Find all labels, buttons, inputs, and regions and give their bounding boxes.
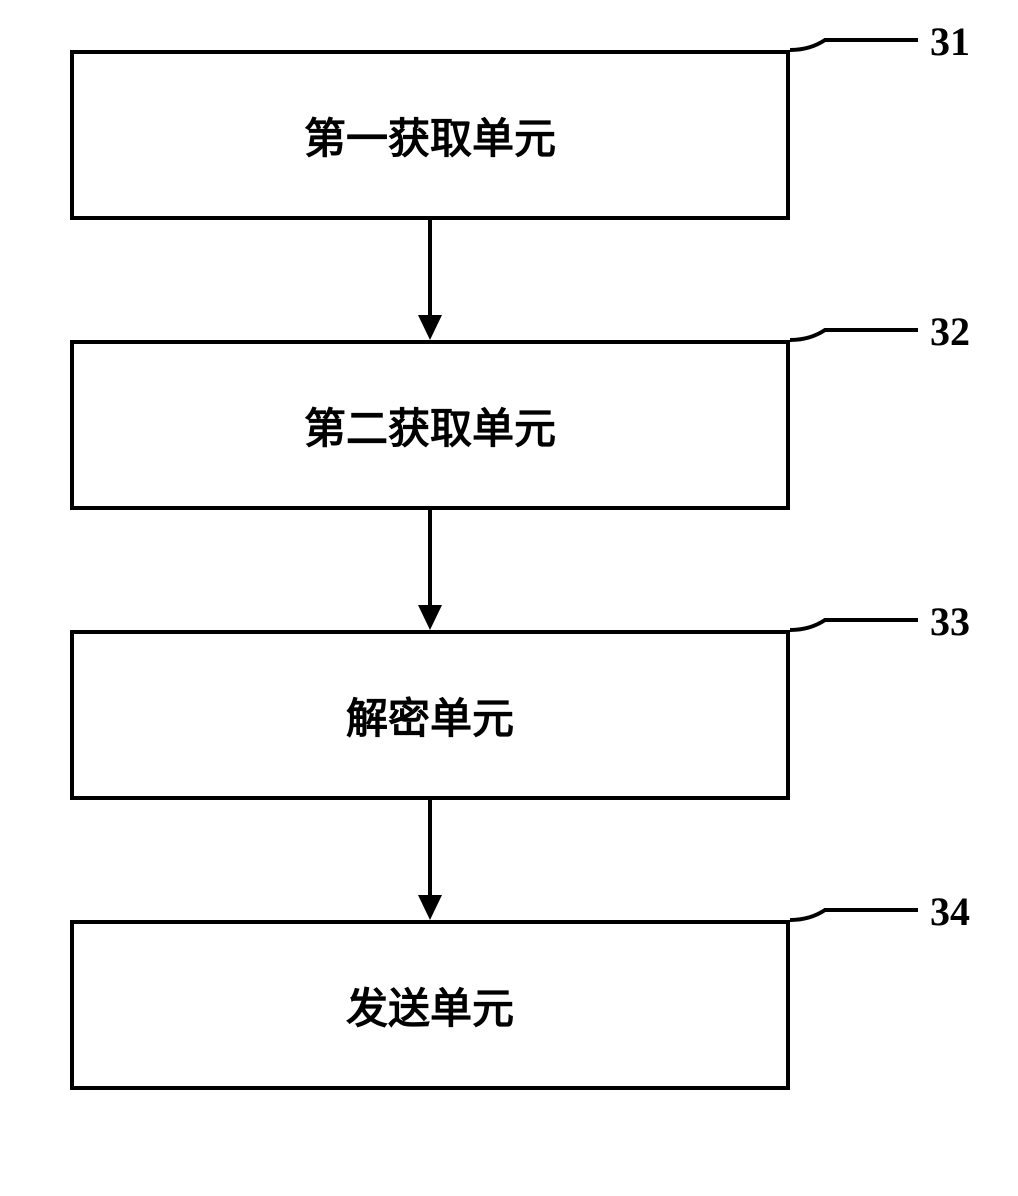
ref-label-31: 31	[930, 18, 970, 65]
node-label: 第一获取单元	[304, 105, 556, 166]
node-second-acquire-unit: 第二获取单元	[70, 340, 790, 510]
callout-line	[790, 30, 920, 70]
callout-line	[790, 320, 920, 360]
node-send-unit: 发送单元	[70, 920, 790, 1090]
arrow-down-icon	[410, 800, 450, 920]
node-first-acquire-unit: 第一获取单元	[70, 50, 790, 220]
node-label: 发送单元	[346, 975, 514, 1036]
node-label: 解密单元	[346, 685, 514, 746]
ref-label-33: 33	[930, 598, 970, 645]
flowchart-canvas: 第一获取单元 31 第二获取单元 32 解密单元 33 发送单元 34	[0, 0, 1018, 1196]
arrow-down-icon	[410, 220, 450, 340]
node-label: 第二获取单元	[304, 395, 556, 456]
callout-line	[790, 610, 920, 650]
node-decrypt-unit: 解密单元	[70, 630, 790, 800]
ref-label-32: 32	[930, 308, 970, 355]
arrow-down-icon	[410, 510, 450, 630]
ref-label-34: 34	[930, 888, 970, 935]
callout-line	[790, 900, 920, 940]
